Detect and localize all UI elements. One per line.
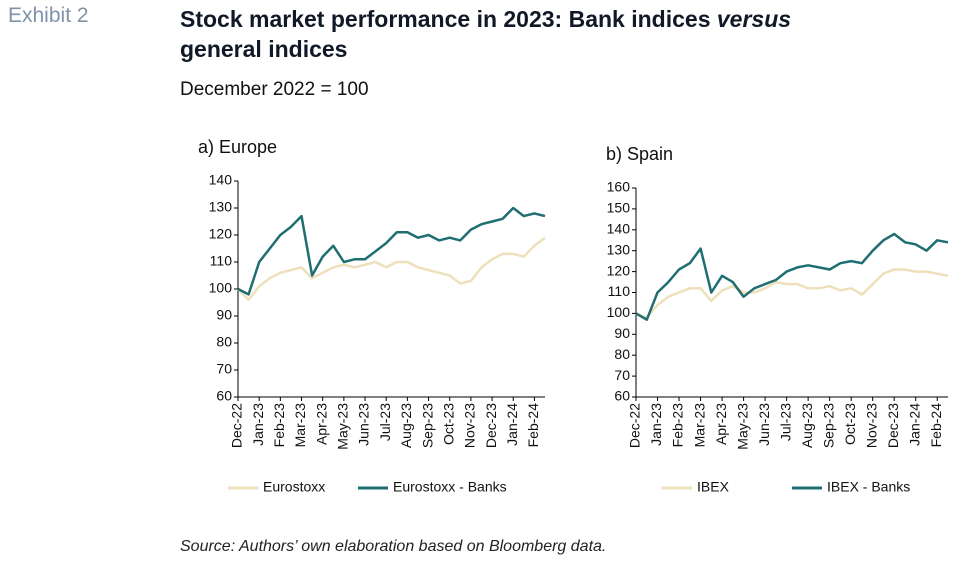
subtitle: December 2022 = 100 — [180, 79, 369, 100]
y-tick-label: 100 — [209, 280, 233, 296]
y-tick-label: 160 — [607, 179, 631, 195]
y-tick-label: 90 — [614, 325, 630, 341]
title-part: general indices — [180, 36, 348, 62]
x-tick-label: May-23 — [335, 403, 351, 450]
x-tick-label: Aug-23 — [799, 403, 815, 448]
x-tick-label: Sep-23 — [820, 403, 836, 448]
x-tick-label: Jan-23 — [648, 403, 664, 446]
x-tick-label: Dec-23 — [483, 403, 499, 448]
x-tick-label: Jun-23 — [756, 403, 772, 446]
title-italic: versus — [716, 6, 792, 32]
y-tick-label: 150 — [607, 200, 631, 216]
x-tick-label: Feb-23 — [271, 403, 287, 448]
legend-label: IBEX — [697, 479, 730, 495]
x-tick-label: Oct-23 — [440, 403, 456, 445]
series-line — [237, 236, 546, 302]
x-tick-label: Nov-23 — [863, 403, 879, 448]
x-tick-label: May-23 — [734, 403, 750, 450]
exhibit-label: Exhibit 2 — [8, 4, 89, 27]
y-tick-label: 140 — [209, 172, 233, 188]
x-tick-label: Jul-23 — [777, 403, 793, 441]
x-tick-label: Aug-23 — [398, 403, 414, 448]
x-tick-label: Feb-24 — [525, 403, 541, 448]
x-tick-label: Mar-23 — [691, 403, 707, 448]
y-tick-label: 60 — [216, 388, 232, 404]
y-tick-label: 110 — [210, 253, 233, 269]
y-tick-label: 130 — [209, 199, 233, 215]
y-tick-label: 100 — [607, 304, 631, 320]
x-tick-label: Jan-24 — [906, 403, 922, 446]
charts: a) Europe 60 70 80 90 100 110 120 130 140 Dec-22 Ja… — [198, 137, 949, 495]
legend-label: Eurostoxx — [263, 479, 325, 495]
y-tick-label: 130 — [607, 241, 631, 257]
series-line — [635, 268, 949, 319]
x-tick-label: Jan-24 — [504, 403, 520, 446]
panel-title: b) Spain — [606, 144, 673, 164]
x-tick-label: Mar-23 — [292, 403, 308, 448]
x-tick-label: Apr-23 — [313, 403, 329, 445]
x-tick-label: Dec-23 — [885, 403, 901, 448]
x-tick-label: Dec-22 — [627, 403, 643, 448]
y-tick-label: 120 — [209, 226, 233, 242]
x-tick-label: Apr-23 — [713, 403, 729, 445]
series-line — [635, 232, 949, 321]
legend-label: Eurostoxx - Banks — [393, 479, 507, 495]
y-tick-label: 110 — [608, 283, 631, 299]
x-tick-label: Sep-23 — [419, 403, 435, 448]
x-tick-label: Feb-23 — [670, 403, 686, 448]
y-tick-label: 120 — [607, 262, 631, 278]
x-tick-label: Jun-23 — [356, 403, 372, 446]
x-tick-label: Oct-23 — [842, 403, 858, 445]
y-tick-label: 80 — [216, 334, 232, 350]
series-line — [237, 206, 546, 296]
x-tick-label: Nov-23 — [462, 403, 478, 448]
y-tick-label: 70 — [216, 361, 232, 377]
y-tick-label: 90 — [216, 307, 232, 323]
source: Source: Authors’ own elaboration based o… — [180, 538, 607, 555]
title: Stock market performance in 2023: Bank i… — [180, 4, 791, 64]
panel-title: a) Europe — [198, 137, 277, 157]
title-part: Stock market performance in 2023: Bank i… — [180, 6, 711, 32]
legend-label: IBEX - Banks — [827, 479, 910, 495]
x-tick-label: Jul-23 — [377, 403, 393, 441]
y-tick-label: 70 — [614, 367, 630, 383]
y-tick-label: 140 — [607, 221, 631, 237]
x-tick-label: Dec-22 — [229, 403, 245, 448]
x-tick-label: Jan-23 — [250, 403, 266, 446]
y-tick-label: 80 — [614, 346, 630, 362]
x-tick-label: Feb-24 — [928, 403, 944, 448]
y-tick-label: 60 — [614, 388, 630, 404]
